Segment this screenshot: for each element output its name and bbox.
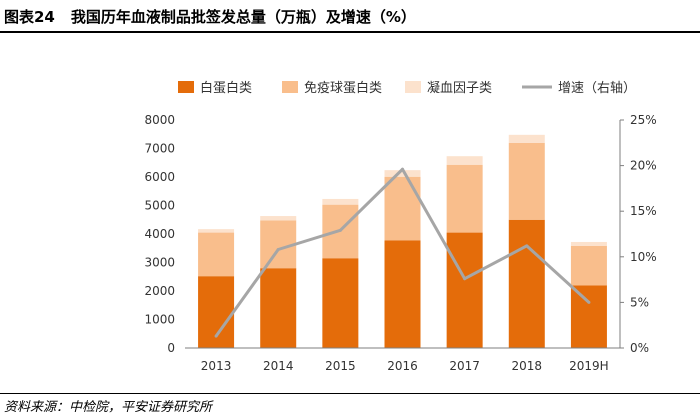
legend-swatch-1 xyxy=(282,81,298,93)
growth-point xyxy=(214,334,218,338)
legend-label-2: 凝血因子类 xyxy=(427,80,492,96)
growth-point xyxy=(276,248,280,252)
source-note: 资料来源：中检院，平安证券研究所 xyxy=(4,400,213,415)
bar-segment-0 xyxy=(384,240,421,348)
bar-segment-2 xyxy=(446,156,483,165)
x-tick-label: 2018 xyxy=(512,359,543,373)
bar-segment-1 xyxy=(446,164,483,233)
bar-segment-0 xyxy=(446,232,483,348)
figure-title-bar: 图表24 我国历年血液制品批签发总量（万瓶）及增速（%） xyxy=(0,0,700,30)
figure-title: 图表24 我国历年血液制品批签发总量（万瓶）及增速（%） xyxy=(4,6,416,27)
left-tick-label: 0 xyxy=(167,341,175,355)
left-tick-label: 4000 xyxy=(144,227,175,241)
x-tick-label: 2015 xyxy=(325,359,356,373)
legend-label-0: 白蛋白类 xyxy=(200,80,252,96)
bar-segment-1 xyxy=(570,245,607,286)
bar-segment-0 xyxy=(260,268,297,348)
x-tick-label: 2013 xyxy=(201,359,232,373)
growth-point xyxy=(401,167,404,171)
x-axis: 2013 2014 2015 2016 2017 2018 2019H xyxy=(185,347,620,373)
x-tick-label: 2016 xyxy=(387,359,418,373)
bar-segment-2 xyxy=(260,216,297,221)
left-tick-label: 5000 xyxy=(144,199,175,213)
right-tick-label: 20% xyxy=(630,159,657,173)
figure-title-text: 我国历年血液制品批签发总量（万瓶）及增速（%） xyxy=(70,8,416,26)
bar-segment-1 xyxy=(508,142,545,220)
footer-rule xyxy=(0,393,700,394)
growth-point xyxy=(587,300,591,304)
left-tick-label: 6000 xyxy=(144,170,175,184)
x-tick-label: 2017 xyxy=(449,359,480,373)
left-axis: 0 1000 2000 3000 4000 5000 6000 7000 8000 xyxy=(144,113,175,355)
title-rule xyxy=(0,31,700,33)
bars xyxy=(198,134,607,348)
bar-segment-0 xyxy=(570,285,607,348)
left-tick-label: 1000 xyxy=(144,313,175,327)
bar-segment-0 xyxy=(508,219,545,348)
legend-swatch-0 xyxy=(178,81,194,93)
bar-segment-1 xyxy=(384,176,421,241)
bar-segment-1 xyxy=(198,232,235,277)
bar-segment-2 xyxy=(322,198,359,205)
x-tick-label: 2019H xyxy=(569,359,609,373)
bar-segment-2 xyxy=(570,241,607,246)
growth-line-group xyxy=(214,167,591,338)
left-tick-label: 3000 xyxy=(144,256,175,270)
x-tick-label: 2014 xyxy=(263,359,294,373)
left-tick-label: 2000 xyxy=(144,284,175,298)
chart-legend: 白蛋白类 免疫球蛋白类 凝血因子类 增速（右轴） xyxy=(178,80,636,96)
bar-segment-2 xyxy=(508,134,545,143)
growth-point xyxy=(463,277,467,281)
legend-swatch-2 xyxy=(405,81,421,93)
right-axis: 0% 5% 10% 15% 20% 25% xyxy=(619,113,657,355)
growth-point xyxy=(338,228,342,232)
figure-number: 图表24 xyxy=(4,8,55,26)
left-tick-label: 7000 xyxy=(144,142,175,156)
right-tick-label: 0% xyxy=(630,341,649,355)
legend-label-growth: 增速（右轴） xyxy=(558,81,636,96)
legend-label-1: 免疫球蛋白类 xyxy=(304,80,382,96)
growth-point xyxy=(525,244,529,248)
blood-products-chart: 白蛋白类 免疫球蛋白类 凝血因子类 增速（右轴） 0 1000 2000 3000 4000 5… xyxy=(144,80,657,373)
right-tick-label: 25% xyxy=(630,113,657,127)
left-tick-label: 8000 xyxy=(144,113,175,127)
bar-segment-2 xyxy=(384,170,421,177)
bar-segment-0 xyxy=(322,258,359,348)
right-tick-label: 5% xyxy=(630,295,649,309)
bar-segment-2 xyxy=(198,229,235,233)
right-tick-label: 15% xyxy=(630,204,657,218)
right-tick-label: 10% xyxy=(630,250,657,264)
